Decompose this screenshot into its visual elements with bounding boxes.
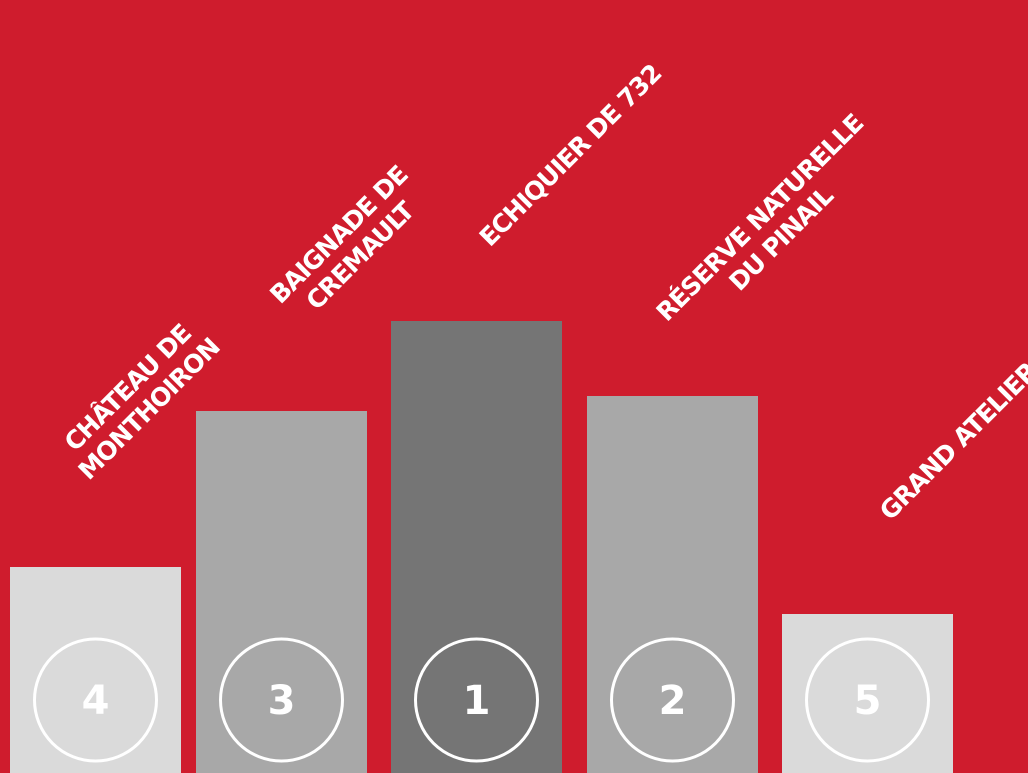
rank-number: 3: [268, 678, 296, 724]
rank-circle: [610, 637, 735, 763]
podium-bar-group: 1: [391, 321, 562, 773]
podium-bar-group: 4: [10, 567, 181, 773]
podium-bar-group: 2: [587, 396, 758, 773]
rank-circle: [414, 637, 539, 763]
podium-bar-group: 5: [782, 614, 953, 773]
podium-bar: [10, 567, 181, 773]
rank-number: 4: [82, 678, 110, 724]
rank-number: 5: [854, 678, 882, 724]
podium-bar-group: 3: [196, 411, 367, 773]
podium-bar: [587, 396, 758, 773]
rank-circle: [219, 637, 344, 763]
podium-bar: [196, 411, 367, 773]
rank-number: 1: [463, 678, 491, 724]
podium-bar: [391, 321, 562, 773]
rank-circle: [33, 637, 158, 763]
rank-number: 2: [659, 678, 687, 724]
rank-circle: [805, 637, 930, 763]
